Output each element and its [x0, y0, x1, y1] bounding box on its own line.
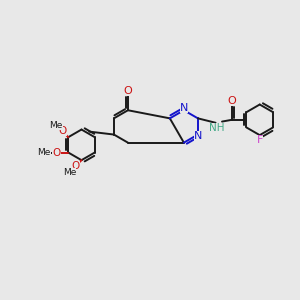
Text: O: O	[227, 96, 236, 106]
Text: NH: NH	[209, 123, 225, 133]
Text: N: N	[180, 103, 188, 113]
Text: O: O	[71, 161, 80, 171]
Text: N: N	[194, 131, 202, 141]
Text: O: O	[58, 126, 67, 136]
Text: O: O	[52, 148, 61, 158]
Text: Me: Me	[38, 148, 51, 157]
Text: Me: Me	[50, 121, 63, 130]
Text: O: O	[124, 86, 132, 96]
Text: Me: Me	[63, 168, 76, 177]
Text: F: F	[256, 134, 263, 145]
